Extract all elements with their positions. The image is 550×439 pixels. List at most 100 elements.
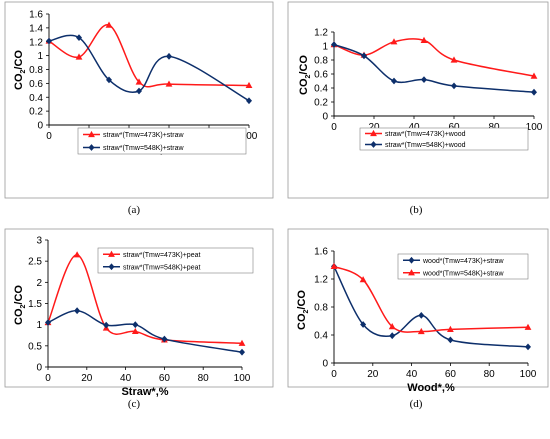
legend-marker <box>408 269 415 276</box>
y-tick-label: 0.8 <box>314 56 328 67</box>
x-tick-label: 80 <box>484 369 496 380</box>
data-point <box>331 41 337 48</box>
panel-label: (a) <box>128 204 141 216</box>
y-tick-label: 1.5 <box>28 299 42 310</box>
legend-box <box>359 127 529 151</box>
legend-entry: straw*(Tmw=548K)+straw <box>103 145 184 152</box>
x-tick-label: 60 <box>445 369 457 380</box>
y-axis-label-part: CO <box>296 313 308 330</box>
legend-entry: straw*(Tmw=473K)+straw <box>103 132 184 139</box>
data-point <box>238 339 246 346</box>
x-tick-label: 40 <box>406 369 418 380</box>
y-axis-label-part: CO <box>298 78 310 95</box>
data-point <box>531 88 537 96</box>
data-point <box>359 276 367 283</box>
y-axis-label: CO2/CO <box>298 55 312 95</box>
data-point <box>450 56 458 63</box>
data-point <box>524 323 532 330</box>
legend-box <box>397 253 529 280</box>
y-axis-label-subscript: 2 <box>20 69 27 73</box>
y-tick-label: 0 <box>37 121 43 132</box>
chart-panel: 0 0.4 0.8 1.2 1.6 0 20 40 60 80 100 Wood*,% CO2/CO wo… <box>287 228 549 410</box>
x-tick-label: 20 <box>367 369 379 380</box>
y-axis-label-part: CO <box>13 73 25 90</box>
chart-frame <box>4 228 274 388</box>
legend-marker <box>108 263 115 271</box>
y-tick-label: 1 <box>36 320 42 331</box>
data-point <box>106 76 112 84</box>
y-tick-label: 0.6 <box>314 70 328 81</box>
y-tick-label: 3 <box>36 236 42 247</box>
y-axis-label-part: /CO <box>13 285 25 305</box>
data-point <box>389 332 396 340</box>
series-0 <box>330 36 538 79</box>
series-1 <box>45 307 245 356</box>
x-axis-label: Wood*,% <box>407 382 455 394</box>
y-axis-label-part: /CO <box>13 50 25 70</box>
data-point <box>76 34 82 41</box>
chart-panel: 00.511.522.530 20 40 60 80 100Straw*,%CO2/COs… <box>4 228 274 410</box>
data-point <box>239 348 245 356</box>
panel-label: (c) <box>128 398 141 410</box>
legend-marker <box>370 141 377 148</box>
y-tick-label: 2.5 <box>28 257 42 268</box>
chart-frame <box>287 228 549 388</box>
data-point <box>75 53 83 60</box>
x-tick-label: 0 <box>46 131 52 142</box>
y-tick-label: 0.8 <box>314 303 328 314</box>
y-tick-label: 1 <box>322 42 328 53</box>
y-axis-label-part: CO <box>13 308 25 325</box>
y-tick-label: 1 <box>37 51 43 62</box>
y-tick-label: 0 <box>36 363 42 374</box>
y-tick-label: 0.2 <box>314 98 328 109</box>
data-point <box>45 319 51 326</box>
legend-entry: wood*(Tmw=548K)+straw <box>422 270 504 277</box>
x-tick-label: 100 <box>520 369 537 380</box>
x-tick-label: 60 <box>159 373 171 384</box>
data-point <box>74 307 81 315</box>
y-tick-label: 0.8 <box>29 65 43 76</box>
data-point <box>388 323 396 330</box>
series-1 <box>331 41 537 96</box>
chart-panel: 00.20.40.60.811.21.41.6020406080100Straw… <box>4 1 274 216</box>
legend-marker <box>408 256 415 264</box>
data-point <box>166 52 172 60</box>
y-axis-label-subscript: 2 <box>303 309 310 313</box>
chart-panel: 00.20.40.60.811.2020406080100Straw*,%CO2… <box>287 1 549 216</box>
data-point <box>103 321 110 329</box>
y-axis-label: CO2/CO <box>13 285 27 325</box>
data-point <box>391 77 397 85</box>
data-point <box>330 262 338 269</box>
y-axis-label-subscript: 2 <box>20 304 27 308</box>
data-point <box>46 37 52 45</box>
y-axis-label-subscript: 2 <box>305 74 312 78</box>
y-tick-label: 0 <box>322 359 328 370</box>
x-tick-label: 100 <box>526 122 543 133</box>
legend-entry: wood*(Tmw=473K)+straw <box>422 258 504 265</box>
data-point <box>132 321 139 329</box>
series-0 <box>45 21 253 89</box>
x-tick-label: 100 <box>241 131 258 142</box>
x-tick-label: 0 <box>331 369 337 380</box>
data-point <box>135 78 143 85</box>
y-tick-label: 1.6 <box>314 247 328 258</box>
data-point <box>245 81 253 89</box>
series-line <box>47 309 243 353</box>
y-tick-label: 0.2 <box>29 107 43 118</box>
data-point <box>421 76 427 83</box>
y-tick-label: 1.2 <box>314 275 328 286</box>
series-1 <box>330 262 532 335</box>
data-point <box>525 343 531 351</box>
legend: wood*(Tmw=473K)+straw wood*(Tmw=548K)+str… <box>397 253 529 280</box>
y-tick-label: 0.6 <box>29 79 43 90</box>
panel-label: (b) <box>410 204 423 216</box>
legend-marker <box>108 250 115 257</box>
y-tick-label: 0.4 <box>29 93 43 104</box>
x-axis-label: Straw*,% <box>121 386 168 398</box>
data-point <box>246 97 252 105</box>
legend-marker <box>370 129 377 137</box>
data-point <box>361 52 367 60</box>
data-point <box>73 251 81 258</box>
series-1 <box>46 34 252 105</box>
y-tick-label: 1.2 <box>314 28 328 39</box>
